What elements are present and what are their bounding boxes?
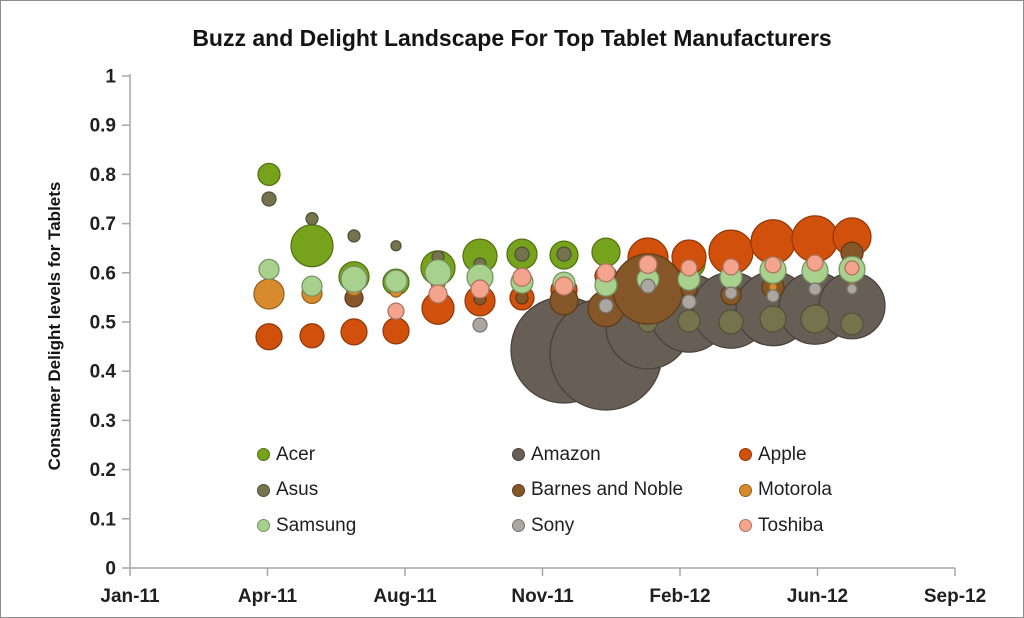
legend-marker-icon [739, 483, 752, 497]
legend-label: Barnes and Noble [531, 479, 684, 500]
bubble-toshiba-Nov-11 [554, 276, 574, 296]
bubble-samsung-Jul-11 [384, 269, 408, 293]
legend-item-barnes-and-noble: Barnes and Noble [512, 478, 683, 503]
y-tick-label: 0.1 [90, 509, 117, 530]
bubble-sony-Jan-12 [640, 278, 656, 294]
bubble-toshiba-Jan-12 [638, 254, 658, 275]
bubble-acer-May-11 [290, 224, 334, 268]
bubble-asus-Feb-12 [677, 309, 701, 333]
bubble-apple-Jun-11 [340, 318, 368, 346]
legend-marker-icon [257, 448, 270, 461]
legend-label: Acer [276, 443, 316, 465]
y-tick-label: 0.4 [90, 362, 117, 383]
bubble-toshiba-Jul-11 [387, 302, 405, 320]
legend-label: Motorola [758, 479, 832, 500]
bubble-toshiba-Feb-12 [680, 259, 698, 277]
bubble-sony-May-12 [808, 282, 822, 296]
legend-marker-icon [739, 448, 752, 461]
legend-marker-icon [257, 519, 270, 532]
bubble-toshiba-Apr-12 [764, 256, 782, 274]
bubble-asus-Mar-12 [718, 309, 744, 335]
legend-item-amazon: Amazon [512, 442, 601, 467]
legend-label: Asus [276, 479, 319, 500]
bubble-toshiba-Jun-12 [844, 260, 860, 276]
y-tick-label: 0.2 [90, 460, 116, 481]
y-tick-label: 0.5 [90, 313, 117, 334]
bubble-acer-Dec-11 [591, 237, 621, 267]
chart-title: Buzz and Delight Landscape For Top Table… [192, 25, 832, 51]
legend-label: Apple [758, 443, 807, 465]
bubble-toshiba-Oct-11 [512, 267, 532, 287]
y-tick-label: 0.7 [90, 214, 116, 235]
bubble-asus-Jun-11 [347, 229, 361, 243]
legend-item-sony: Sony [512, 513, 574, 538]
bubble-asus-Apr-12 [759, 305, 787, 333]
bubble-sony-Mar-12 [724, 286, 738, 300]
legend-item-samsung: Samsung [257, 513, 356, 538]
bubble-asus-May-12 [800, 304, 830, 334]
bubble-samsung-Apr-11 [258, 258, 280, 280]
x-tick-label: Apr-11 [238, 586, 298, 607]
bubble-acer-Apr-11 [257, 162, 281, 187]
bubble-asus-May-11 [305, 212, 319, 226]
legend-label: Amazon [531, 443, 601, 465]
bubble-sony-Feb-12 [681, 294, 697, 310]
bubble-toshiba-May-12 [806, 254, 824, 272]
legend-item-toshiba: Toshiba [739, 513, 824, 538]
y-tick-label: 0.9 [90, 116, 116, 137]
bubble-toshiba-Aug-11 [428, 284, 448, 304]
legend-item-motorola: Motorola [739, 478, 832, 503]
bubble-asus-Nov-11 [556, 246, 572, 262]
bubble-motorola-Apr-11 [253, 278, 285, 310]
y-tick-label: 0.6 [90, 263, 116, 284]
legend-item-asus: Asus [257, 478, 318, 503]
bubble-apple-May-11 [299, 323, 325, 349]
bubble-toshiba-Mar-12 [722, 258, 740, 276]
legend-marker-icon [512, 483, 525, 497]
x-tick-label: Sep-12 [924, 586, 986, 607]
x-tick-label: Nov-11 [511, 586, 574, 607]
legend-marker-icon [512, 448, 525, 461]
y-tick-label: 0 [105, 559, 116, 580]
x-tick-label: Feb-12 [649, 586, 710, 607]
bubble-toshiba-Sep-11 [470, 279, 490, 299]
y-tick-label: 1 [105, 67, 116, 88]
bubble-sony-Dec-11 [598, 298, 614, 314]
bubble-asus-Apr-11 [261, 191, 277, 207]
bubble-apple-Apr-11 [255, 323, 283, 351]
bubble-samsung-May-11 [301, 275, 323, 297]
legend-label: Samsung [276, 514, 357, 536]
legend-label: Toshiba [758, 514, 824, 536]
bubble-asus-Jun-12 [840, 312, 864, 336]
legend-marker-icon [739, 519, 752, 532]
bubble-sony-Apr-12 [766, 289, 780, 303]
legend-item-apple: Apple [739, 442, 807, 467]
bubble-apple-Jul-11 [382, 317, 410, 345]
y-tick-label: 0.3 [90, 411, 116, 432]
y-tick-label: 0.8 [90, 165, 116, 186]
legend-label: Sony [531, 514, 575, 536]
legend-marker-icon [512, 519, 525, 532]
bubble-toshiba-Dec-11 [596, 263, 616, 283]
bubble-samsung-Jun-11 [340, 265, 368, 293]
bubble-samsung-Aug-11 [424, 259, 452, 287]
bubble-sony-Jun-12 [846, 283, 858, 295]
legend-item-acer: Acer [257, 442, 315, 467]
x-tick-label: Jun-12 [787, 586, 848, 607]
x-tick-label: Jan-11 [100, 586, 160, 607]
bubble-asus-Oct-11 [514, 246, 530, 262]
legend-marker-icon [257, 483, 270, 497]
legend: Acer Amazon Apple Asus Barnes and Noble Motor… [257, 442, 957, 552]
x-tick-label: Aug-11 [373, 586, 437, 607]
bubble-asus-Jul-11 [390, 240, 402, 252]
bubble-sony-Sep-11 [472, 317, 488, 333]
